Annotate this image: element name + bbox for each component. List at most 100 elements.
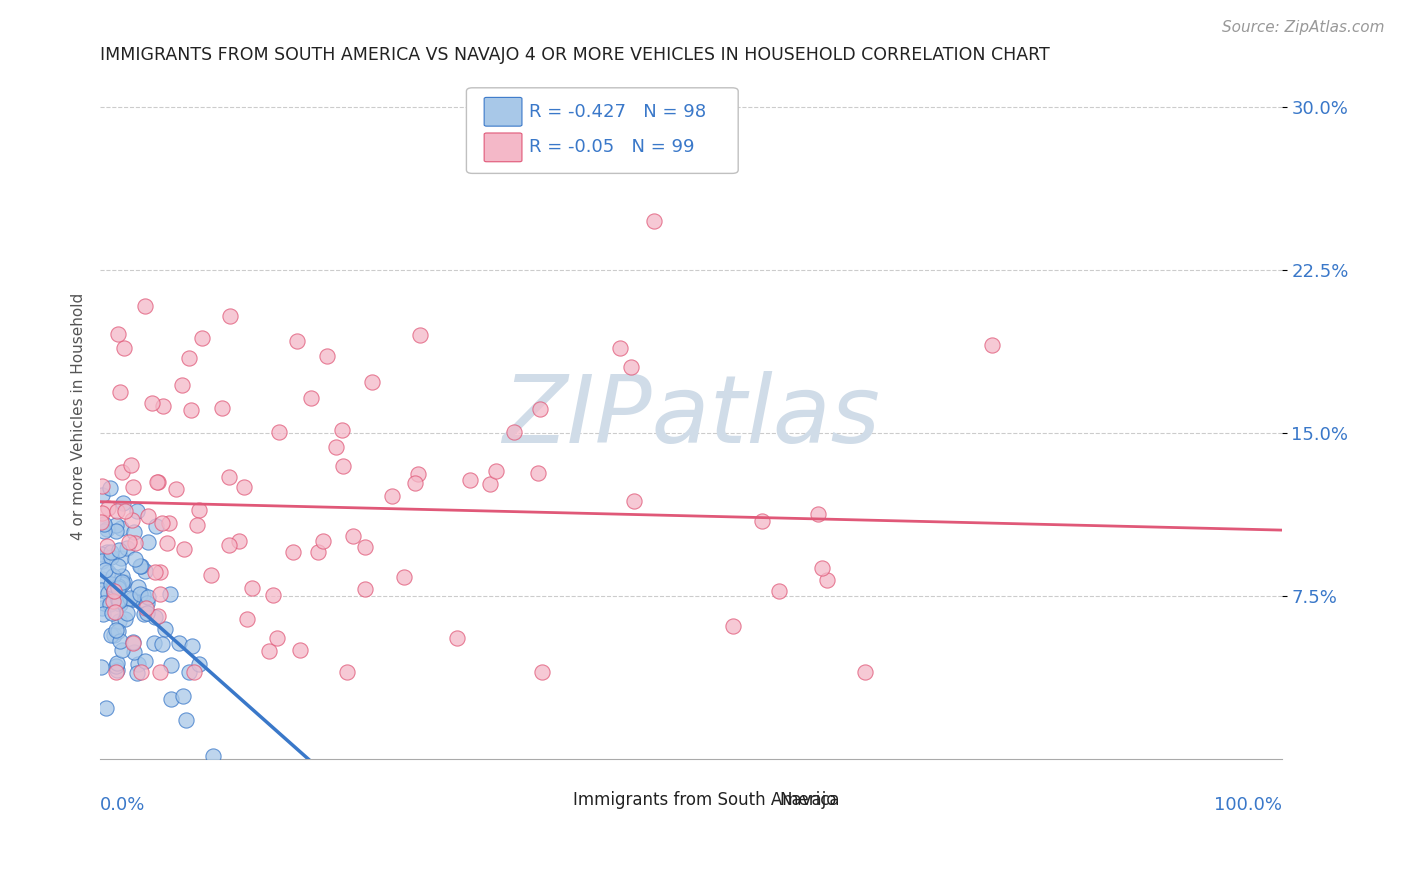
Point: [112, 574, 135, 589]
Point: [90, 660, 112, 674]
Point: [101, 594, 124, 608]
Point: [97, 586, 120, 600]
Point: [381, 489, 404, 503]
Point: [122, 525, 145, 540]
Point: [127, 580, 149, 594]
Point: [173, 542, 195, 557]
Point: [815, 573, 838, 587]
Point: [236, 612, 259, 626]
Point: [643, 214, 665, 228]
Point: [157, 516, 180, 530]
Point: [478, 477, 501, 491]
Point: [108, 542, 131, 557]
Point: [150, 516, 173, 530]
Point: [120, 458, 142, 472]
Point: [96, 522, 118, 536]
Point: [623, 494, 645, 508]
Point: [91, 572, 114, 586]
Point: [94, 701, 117, 715]
Point: [135, 600, 157, 615]
Point: [146, 475, 169, 489]
Point: [100, 577, 122, 591]
Point: [188, 657, 211, 672]
Point: [145, 518, 167, 533]
Point: [103, 582, 125, 597]
Point: [354, 582, 377, 596]
Point: [132, 588, 155, 602]
Point: [172, 689, 194, 703]
Point: [110, 550, 132, 565]
Text: IMMIGRANTS FROM SOUTH AMERICA VS NAVAJO 4 OR MORE VEHICLES IN HOUSEHOLD CORRELAT: IMMIGRANTS FROM SOUTH AMERICA VS NAVAJO …: [100, 46, 1050, 64]
Point: [105, 503, 128, 517]
Point: [100, 606, 122, 620]
Point: [129, 558, 152, 573]
Point: [332, 458, 354, 473]
Point: [108, 581, 131, 595]
FancyBboxPatch shape: [467, 87, 738, 173]
Point: [108, 593, 131, 607]
Y-axis label: 4 or more Vehicles in Household: 4 or more Vehicles in Household: [72, 293, 86, 540]
Point: [218, 469, 240, 483]
Point: [122, 635, 145, 649]
Point: [768, 583, 790, 598]
Point: [190, 331, 212, 345]
Point: [118, 591, 141, 605]
Point: [129, 558, 152, 573]
Point: [91, 488, 114, 502]
Point: [354, 541, 377, 555]
Point: [122, 480, 145, 494]
Point: [111, 643, 134, 657]
Point: [104, 605, 127, 619]
Point: [103, 581, 125, 595]
Point: [91, 601, 114, 615]
Point: [134, 299, 156, 313]
Point: [105, 659, 128, 673]
Point: [134, 565, 156, 579]
Point: [361, 376, 384, 390]
Point: [811, 560, 834, 574]
Point: [181, 640, 204, 654]
Point: [177, 351, 200, 365]
Point: [152, 399, 174, 413]
Text: Immigrants from South America: Immigrants from South America: [572, 791, 839, 809]
Point: [115, 541, 138, 555]
Point: [108, 384, 131, 399]
Point: [121, 591, 143, 606]
Point: [136, 534, 159, 549]
Point: [104, 623, 127, 637]
Point: [96, 545, 118, 559]
Point: [287, 334, 309, 348]
Text: ZIPatlas: ZIPatlas: [502, 371, 880, 462]
Point: [232, 479, 254, 493]
Point: [342, 529, 364, 543]
Point: [136, 606, 159, 620]
Point: [111, 496, 134, 510]
Point: [93, 516, 115, 531]
Point: [104, 524, 127, 539]
Text: R = -0.05   N = 99: R = -0.05 N = 99: [529, 138, 695, 156]
Point: [118, 535, 141, 549]
Point: [101, 580, 124, 594]
Point: [267, 425, 290, 439]
Point: [620, 359, 643, 374]
Point: [211, 401, 233, 416]
Text: 100.0%: 100.0%: [1213, 797, 1282, 814]
Point: [159, 587, 181, 601]
Point: [200, 568, 222, 582]
Point: [90, 554, 112, 568]
FancyBboxPatch shape: [484, 97, 522, 126]
Point: [97, 565, 120, 579]
Point: [312, 533, 335, 548]
Point: [127, 657, 149, 671]
Point: [531, 665, 554, 679]
Point: [307, 545, 329, 559]
Point: [149, 587, 172, 601]
Point: [100, 550, 122, 565]
Point: [502, 425, 524, 439]
Point: [160, 658, 183, 673]
Point: [160, 692, 183, 706]
Point: [240, 581, 263, 595]
Point: [122, 635, 145, 649]
Point: [107, 559, 129, 574]
Point: [316, 349, 339, 363]
